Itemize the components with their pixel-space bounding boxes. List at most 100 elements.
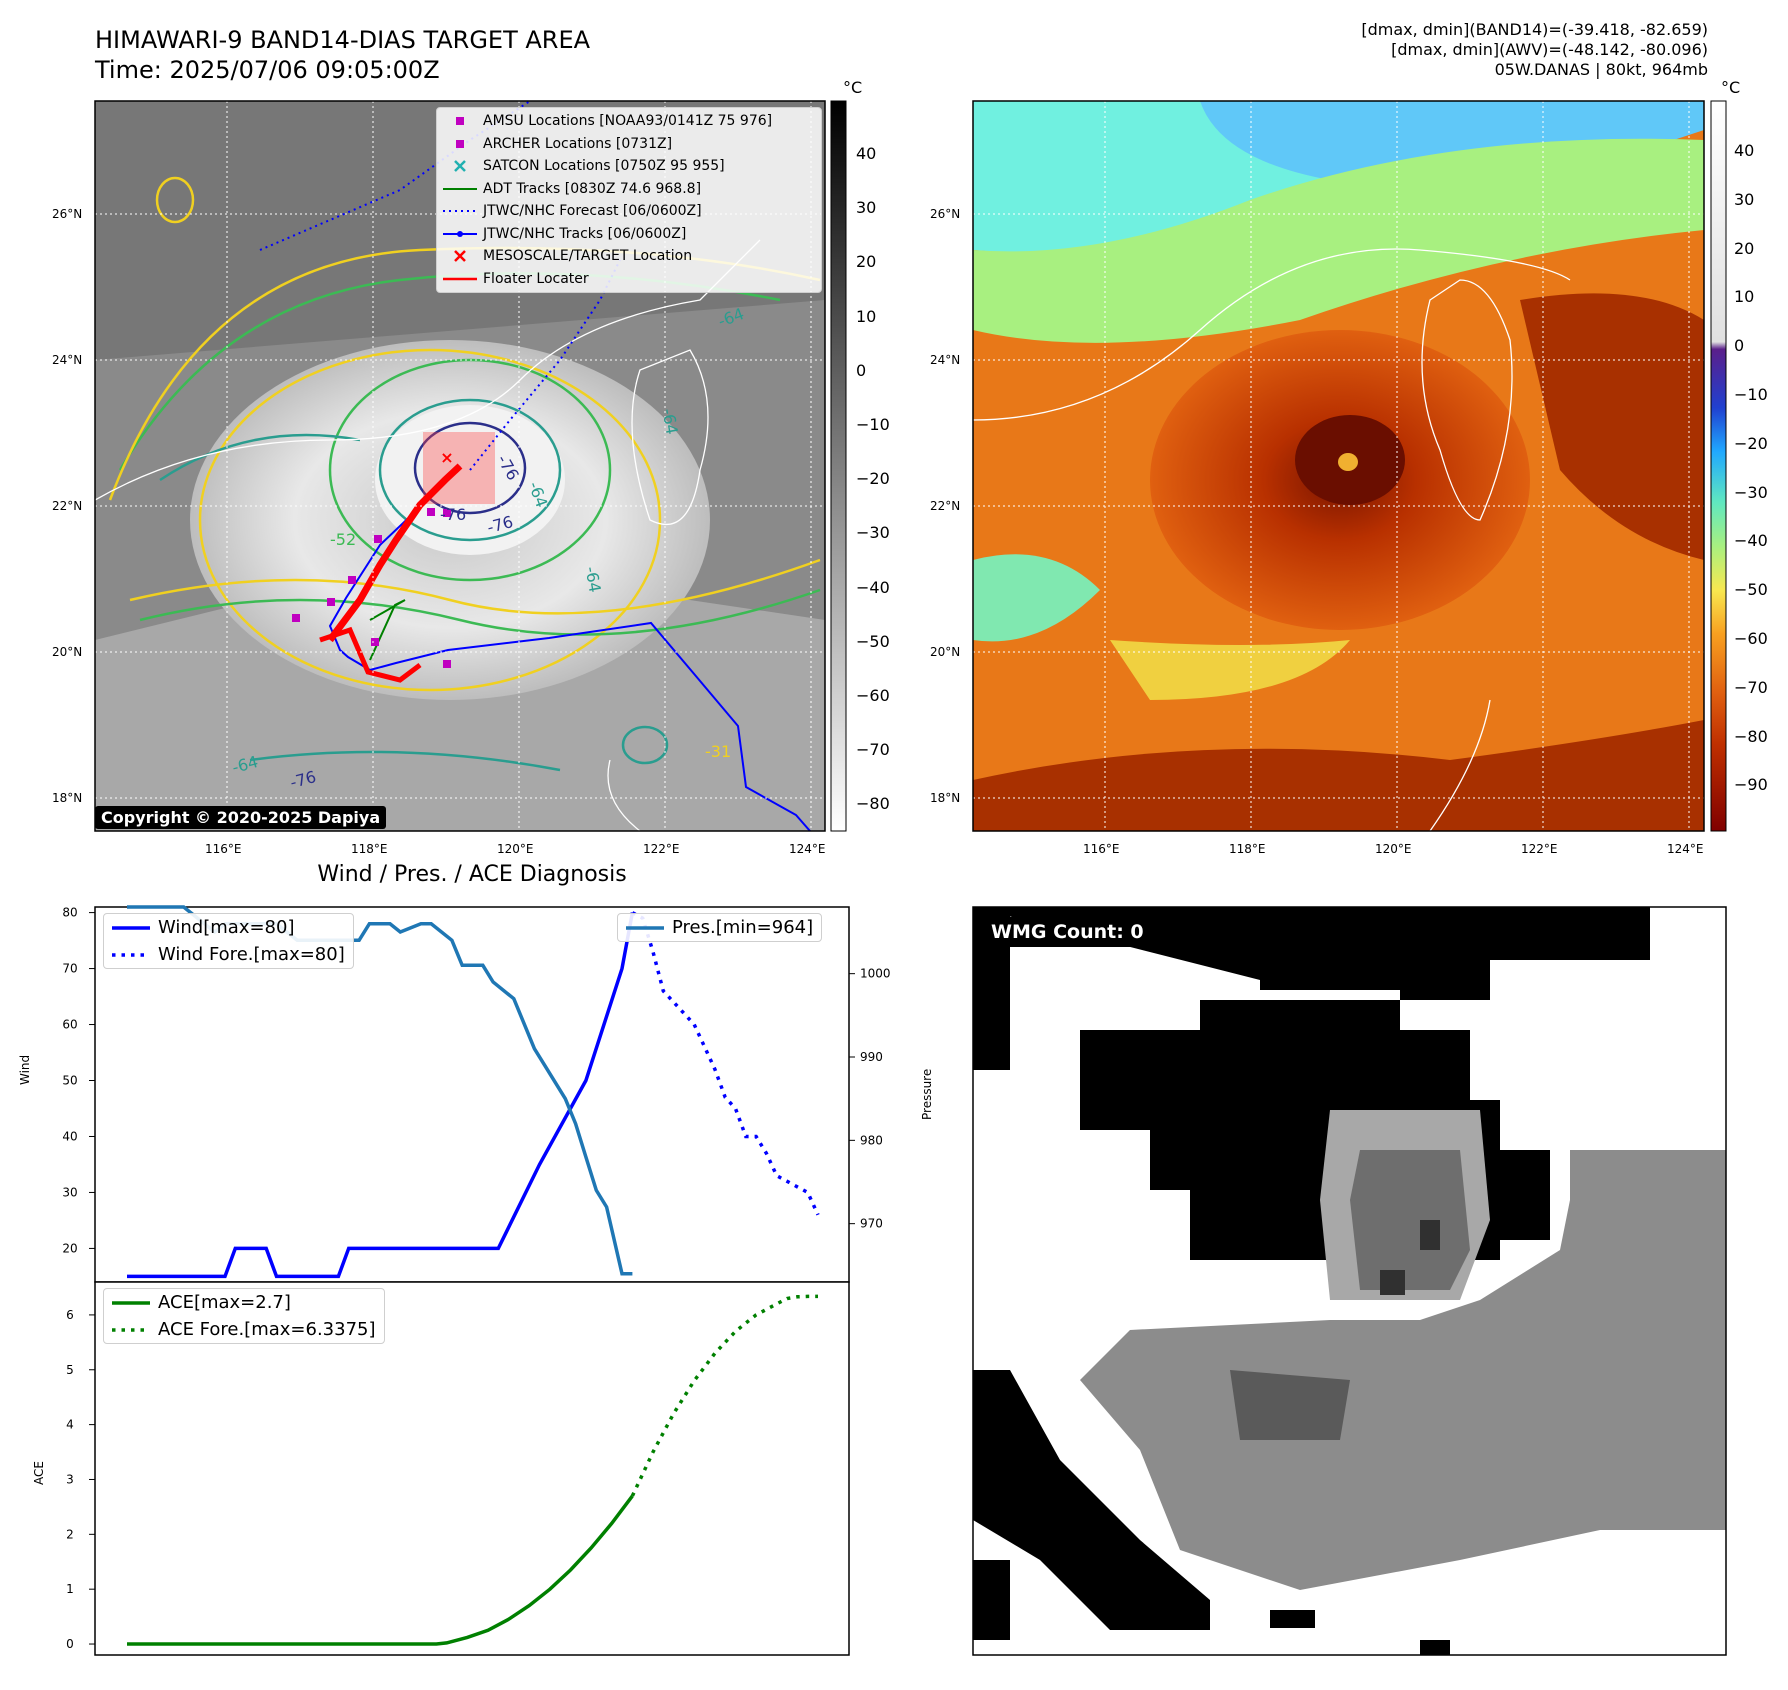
legend-label: ADT Tracks [0830Z 74.6 968.8] bbox=[483, 180, 702, 197]
wmg-region-darkest bbox=[1420, 1220, 1440, 1250]
y-tick-label: 20 bbox=[62, 1241, 77, 1255]
wmg-region-gray bbox=[1080, 1150, 1726, 1590]
left-colorbar-tick: 40 bbox=[856, 144, 877, 163]
left-lon-label: 118°E bbox=[351, 842, 388, 856]
right-colorbar-tick: −80 bbox=[1734, 726, 1768, 746]
y-right-tick-label: 1000 bbox=[860, 967, 891, 981]
legend-label: JTWC/NHC Forecast [06/0600Z] bbox=[483, 203, 702, 220]
left-colorbar-tick: 0 bbox=[856, 360, 867, 380]
right-lat-label: 24°N bbox=[930, 353, 961, 367]
x-marker-icon bbox=[437, 155, 483, 177]
ace-tick-label: 5 bbox=[66, 1363, 74, 1377]
right-lon-label: 124°E bbox=[1667, 842, 1704, 856]
y-tick-label: 50 bbox=[62, 1074, 77, 1088]
left-lat-label: 22°N bbox=[52, 499, 83, 513]
legend-item-target: MESOSCALE/TARGET Location bbox=[437, 245, 821, 268]
legend-item-tracks: JTWC/NHC Tracks [06/0600Z] bbox=[437, 223, 821, 246]
wind-axis-label: Wind bbox=[18, 1054, 32, 1085]
wmg-region-black bbox=[1420, 1640, 1450, 1655]
right-colorbar-tick: −70 bbox=[1734, 677, 1768, 697]
legend-label: ACE[max=2.7] bbox=[158, 1292, 291, 1313]
left-lon-label: 124°E bbox=[789, 842, 826, 856]
left-colorbar-tick: −70 bbox=[856, 740, 890, 760]
y-tick-label: 70 bbox=[62, 962, 77, 976]
wmg-count-badge: WMG Count: 0 bbox=[983, 917, 1152, 947]
right-map-frame bbox=[972, 100, 1705, 832]
line-icon bbox=[437, 268, 483, 290]
right-colorbar-tick: 40 bbox=[1734, 141, 1755, 160]
diagnosis-charts: 20 30 40 50 60 70 80 970 980 990 1000 0 1 2 3 4 5 6 bbox=[62, 905, 891, 1656]
coastlines bbox=[95, 239, 761, 831]
legend-label: Floater Locater bbox=[483, 270, 589, 287]
legend-label: JTWC/NHC Tracks [06/0600Z] bbox=[483, 225, 687, 242]
left-lat-label: 20°N bbox=[52, 645, 83, 659]
wmg-region-darkgray bbox=[1230, 1370, 1350, 1440]
moist-region bbox=[1110, 640, 1350, 700]
diagnosis-title: Wind / Pres. / ACE Diagnosis bbox=[317, 862, 627, 887]
left-colorbar-tick: −80 bbox=[856, 794, 890, 814]
line-dot-icon bbox=[437, 223, 483, 245]
legend-label: Pres.[min=964] bbox=[672, 917, 814, 938]
jtwc-track bbox=[328, 465, 811, 831]
legend-label: Wind Fore.[max=80] bbox=[158, 944, 345, 965]
legend-label: ACE Fore.[max=6.3375] bbox=[158, 1319, 376, 1340]
legend-item-ace-forecast: ACE Fore.[max=6.3375] bbox=[104, 1316, 384, 1343]
line-icon bbox=[104, 1292, 158, 1314]
pressure-axis-label: Pressure bbox=[920, 1068, 934, 1120]
left-colorbar-tick: −20 bbox=[856, 469, 890, 489]
right-colorbar bbox=[1710, 100, 1727, 832]
wmg-region-darkest bbox=[1380, 1270, 1405, 1295]
y-tick-label: 80 bbox=[62, 906, 77, 920]
floater-track bbox=[319, 626, 422, 683]
left-lon-label: 122°E bbox=[643, 842, 680, 856]
right-map-panel bbox=[972, 100, 1727, 832]
wmg-region-black bbox=[1270, 1610, 1315, 1628]
left-lon-label: 116°E bbox=[205, 842, 242, 856]
contour-label: -52 bbox=[330, 530, 357, 549]
legend-item-archer: ARCHER Locations [0731Z] bbox=[437, 133, 821, 156]
figure-info: [dmax, dmin](BAND14)=(-39.418, -82.659) … bbox=[1361, 20, 1708, 80]
wmg-frame bbox=[972, 906, 1727, 1656]
cyclone-eye bbox=[1338, 453, 1358, 471]
figure-time: Time: 2025/07/06 09:05:00Z bbox=[95, 56, 440, 84]
legend-label: AMSU Locations [NOAA93/0141Z 75 976] bbox=[483, 113, 773, 130]
right-colorbar-tick: 20 bbox=[1734, 238, 1755, 258]
line-icon bbox=[437, 178, 483, 200]
legend-item-ace: ACE[max=2.7] bbox=[104, 1289, 384, 1316]
left-map-frame bbox=[94, 100, 826, 832]
series-line-0 bbox=[127, 912, 635, 1279]
ace-axes bbox=[94, 1281, 850, 1656]
line-icon bbox=[104, 917, 158, 939]
wmg-region-black bbox=[973, 907, 1010, 1070]
right-lon-label: 122°E bbox=[1521, 842, 1558, 856]
left-lon-label: 120°E bbox=[497, 842, 534, 856]
ace-axis-label: ACE bbox=[32, 1461, 46, 1485]
wmg-region-darkgray bbox=[1350, 1150, 1470, 1290]
legend-label: SATCON Locations [0750Z 95 955] bbox=[483, 158, 725, 175]
legend-item-floater: Floater Locater bbox=[437, 268, 821, 291]
moist-region bbox=[973, 138, 1704, 343]
info-band14: [dmax, dmin](BAND14)=(-39.418, -82.659) bbox=[1361, 20, 1708, 39]
right-lon-label: 118°E bbox=[1229, 842, 1266, 856]
wmg-region-black bbox=[973, 1560, 1010, 1640]
dotted-line-icon bbox=[104, 944, 158, 966]
right-lon-label: 116°E bbox=[1083, 842, 1120, 856]
contour-label: -76 bbox=[440, 505, 467, 524]
right-colorbar-tick: −40 bbox=[1734, 531, 1768, 551]
left-colorbar-tick: −60 bbox=[856, 686, 890, 705]
y-tick-label: 30 bbox=[62, 1185, 77, 1199]
left-colorbar-tick: −10 bbox=[856, 415, 890, 434]
legend-label: Wind[max=80] bbox=[158, 917, 295, 938]
ace-legend: ACE[max=2.7] ACE Fore.[max=6.3375] bbox=[103, 1288, 385, 1344]
left-colorbar-tick: 30 bbox=[856, 198, 877, 218]
ace-series-line-1 bbox=[630, 1294, 818, 1497]
ace-tick-label: 2 bbox=[66, 1527, 74, 1541]
ace-tick-label: 3 bbox=[66, 1472, 74, 1486]
legend-item-pressure: Pres.[min=964] bbox=[618, 914, 821, 941]
right-lat-label: 18°N bbox=[930, 791, 961, 805]
x-marker-icon bbox=[437, 245, 483, 267]
line-icon bbox=[618, 917, 672, 939]
wmg-panel bbox=[972, 906, 1727, 1656]
legend-label: ARCHER Locations [0731Z] bbox=[483, 135, 673, 152]
temperature-contours bbox=[108, 176, 821, 772]
